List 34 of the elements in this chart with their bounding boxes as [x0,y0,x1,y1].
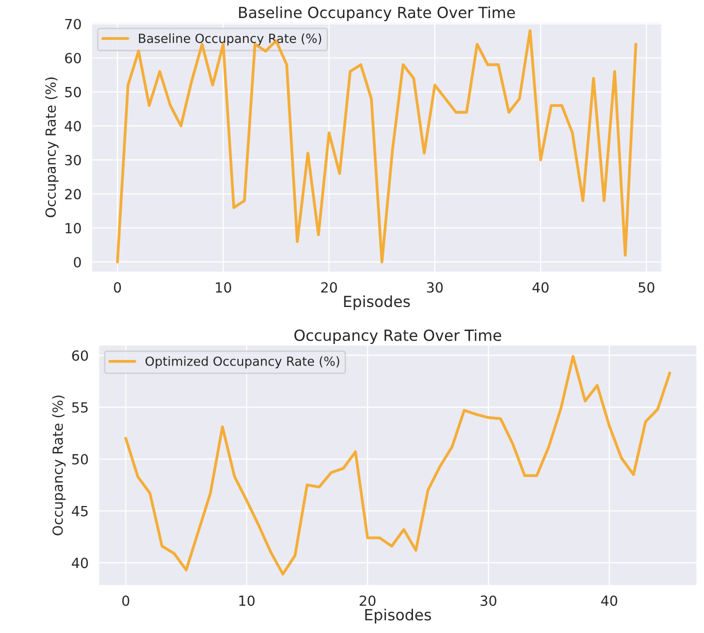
chart-title: Baseline Occupancy Rate Over Time [239,6,515,22]
legend-label: Optimized Occupancy Rate (%) [146,356,340,368]
y-axis-title: Occupancy Rate (%) [45,78,59,218]
chart-title: Occupancy Rate Over Time [294,329,502,344]
x-tick-label: 40 [532,282,549,293]
y-tick-label: 45 [72,506,88,516]
x-tick-label: 50 [638,282,654,293]
y-tick-label: 70 [65,18,81,30]
y-tick-label: 10 [66,222,81,234]
legend-label: Baseline Occupancy Rate (%) [138,33,322,46]
y-tick-label: 30 [65,154,81,166]
y-axis-title: Occupancy Rate (%) [52,396,66,536]
x-axis-title: Episodes [365,608,431,624]
x-tick-label: 10 [216,282,232,293]
y-tick-label: 40 [64,120,81,132]
y-tick-label: 50 [65,86,81,98]
y-tick-label: 20 [65,188,81,200]
line-series [124,355,672,576]
y-tick-label: 60 [72,350,88,361]
y-tick-label: 60 [65,52,81,64]
y-tick-label: 40 [72,558,88,568]
x-tick-label: 40 [601,595,618,606]
x-tick-label: 0 [114,282,121,293]
x-tick-label: 20 [360,595,376,606]
line-series [116,29,638,264]
y-tick-label: 0 [74,256,81,268]
x-tick-label: 10 [239,595,255,606]
x-tick-label: 30 [427,282,443,293]
x-axis-title: Episodes [344,295,410,310]
y-tick-label: 55 [72,402,88,413]
y-tick-label: 50 [72,454,88,465]
x-tick-label: 20 [321,282,337,293]
x-tick-label: 30 [480,595,496,606]
x-tick-label: 0 [122,595,130,606]
